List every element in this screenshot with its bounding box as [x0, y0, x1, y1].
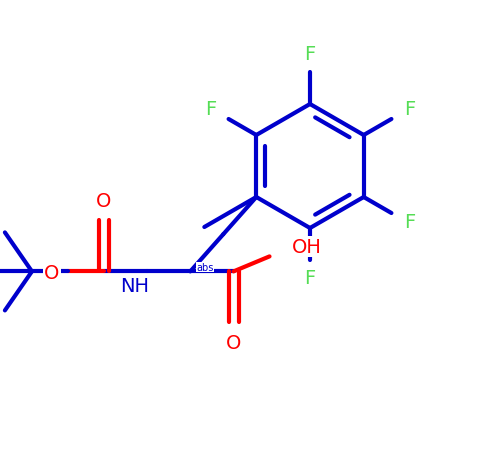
Text: OH: OH — [292, 237, 321, 256]
Text: F: F — [205, 100, 216, 119]
Text: F: F — [404, 100, 415, 119]
Text: O: O — [44, 263, 59, 282]
Text: F: F — [304, 46, 316, 64]
Text: O: O — [96, 192, 111, 211]
Text: F: F — [404, 212, 415, 231]
Text: F: F — [304, 269, 316, 288]
Text: abs: abs — [197, 263, 214, 273]
Text: NH: NH — [121, 276, 149, 295]
Text: O: O — [226, 333, 241, 352]
